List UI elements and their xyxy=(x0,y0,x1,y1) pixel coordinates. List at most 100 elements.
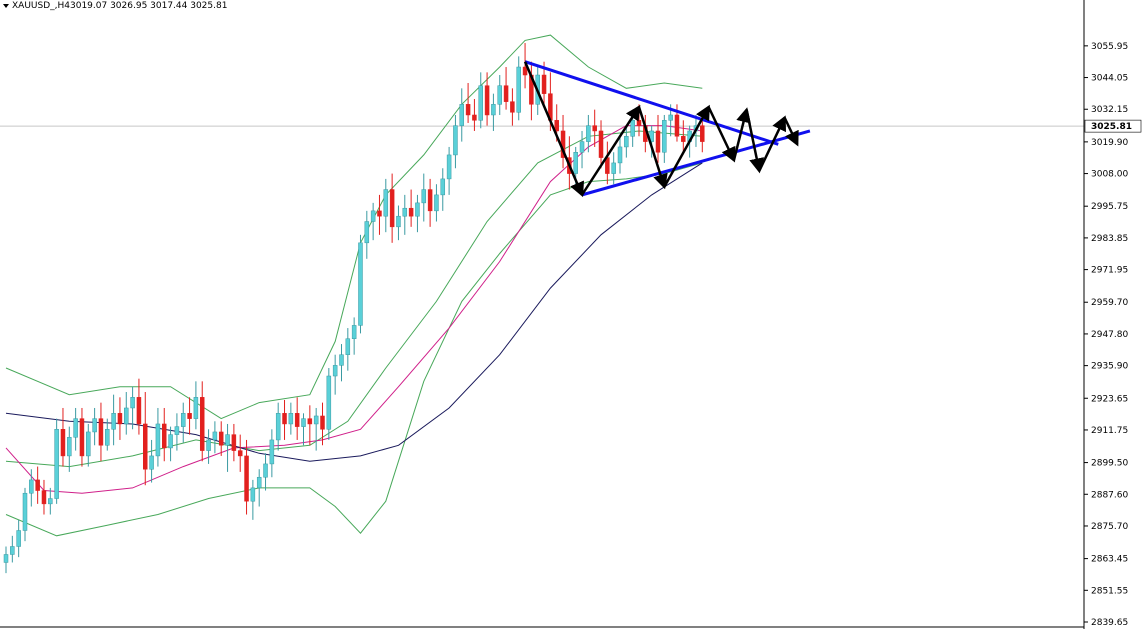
candle-body xyxy=(187,413,192,419)
zigzag-arrow[interactable] xyxy=(580,104,641,196)
candle xyxy=(345,328,351,371)
candle xyxy=(206,429,211,464)
candle-body xyxy=(415,202,420,217)
candle-body xyxy=(282,413,287,425)
candle xyxy=(60,407,66,467)
candle-body xyxy=(383,189,389,217)
candle-body xyxy=(313,415,319,425)
candle xyxy=(472,98,477,131)
candle xyxy=(427,178,433,227)
candle-body xyxy=(478,85,483,121)
candle xyxy=(624,125,629,158)
candle xyxy=(459,88,465,142)
zigzag-arrow[interactable] xyxy=(523,61,585,198)
current-price-label: 3025.81 xyxy=(1091,122,1132,132)
zigzag-arrow[interactable] xyxy=(758,115,786,172)
price-tick-label: 2947.80 xyxy=(1091,330,1128,340)
candle-body xyxy=(301,418,306,427)
candle-body xyxy=(244,455,249,502)
candle-body xyxy=(73,418,78,438)
candle-body xyxy=(180,413,186,427)
zigzag-arrow[interactable] xyxy=(707,106,736,163)
price-tick-label: 3044.05 xyxy=(1091,74,1128,84)
candle-body xyxy=(225,434,230,446)
zigzag-arrow[interactable] xyxy=(637,106,668,190)
candle-body xyxy=(143,423,148,470)
candle-body xyxy=(351,325,357,339)
candle xyxy=(29,469,34,507)
price-tick-label: 2995.75 xyxy=(1091,202,1128,212)
collapse-arrow-icon[interactable] xyxy=(3,4,9,8)
price-tick-label: 3032.15 xyxy=(1091,105,1128,115)
candle xyxy=(383,178,389,233)
candle xyxy=(244,439,249,515)
zigzag-arrow[interactable] xyxy=(783,117,799,147)
zigzag-arrow[interactable] xyxy=(663,104,710,188)
candle-body xyxy=(649,130,654,142)
candle-body xyxy=(636,120,642,126)
candle xyxy=(10,535,15,563)
candle-body xyxy=(155,423,161,457)
candle xyxy=(35,466,40,504)
candle-body xyxy=(624,136,629,148)
candle xyxy=(16,519,21,558)
price-tick-label: 2863.45 xyxy=(1091,555,1128,565)
candle-body xyxy=(332,365,338,377)
ohlc-readout: 3019.07 3026.95 3017.44 3025.81 xyxy=(70,1,227,11)
candle xyxy=(421,173,427,222)
candle xyxy=(92,407,97,446)
candle-body xyxy=(307,418,313,425)
candle-body xyxy=(193,397,199,419)
candle-body xyxy=(510,101,515,113)
candle xyxy=(484,72,490,126)
candle xyxy=(364,210,370,259)
candle xyxy=(370,202,376,241)
candle xyxy=(592,109,597,147)
price-tick-label: 2983.85 xyxy=(1091,234,1128,244)
candle xyxy=(231,423,237,462)
candle-body xyxy=(396,215,401,228)
candle xyxy=(522,43,528,89)
candle-body xyxy=(421,189,427,204)
candle xyxy=(237,434,243,472)
candle xyxy=(124,391,129,435)
candle-body xyxy=(320,415,325,430)
candle-body xyxy=(10,546,15,555)
candle xyxy=(225,423,230,472)
candle-body xyxy=(491,104,496,116)
candle-body xyxy=(503,85,509,102)
candle-body xyxy=(573,152,578,174)
zigzag-arrow[interactable] xyxy=(745,109,765,174)
candle xyxy=(377,194,382,235)
candle-body xyxy=(111,413,116,430)
symbol-label: XAUUSD_,H4 xyxy=(12,1,70,11)
candle xyxy=(358,234,363,334)
candle-body xyxy=(263,463,268,478)
triangle-upper-trendline[interactable] xyxy=(524,60,779,146)
candle-body xyxy=(465,104,471,116)
candle xyxy=(3,546,9,574)
candle xyxy=(155,407,161,467)
candle xyxy=(617,136,623,174)
candle-body xyxy=(35,479,40,491)
candle xyxy=(516,56,521,121)
candle-body xyxy=(16,530,21,547)
candle xyxy=(339,344,344,382)
candle-body xyxy=(60,429,66,457)
candle-body xyxy=(130,397,135,409)
candle-body xyxy=(402,207,408,217)
price-tick-label: 3008.00 xyxy=(1091,170,1128,180)
candle xyxy=(193,381,199,430)
candle-body xyxy=(389,189,395,228)
price-tick-label: 2899.50 xyxy=(1091,459,1128,469)
zigzag-arrow[interactable] xyxy=(732,107,751,161)
candle xyxy=(149,439,154,483)
candle xyxy=(313,407,319,451)
candle-body xyxy=(446,154,452,180)
candle-body xyxy=(668,114,673,121)
candle-body xyxy=(162,423,167,449)
candle xyxy=(649,125,654,158)
